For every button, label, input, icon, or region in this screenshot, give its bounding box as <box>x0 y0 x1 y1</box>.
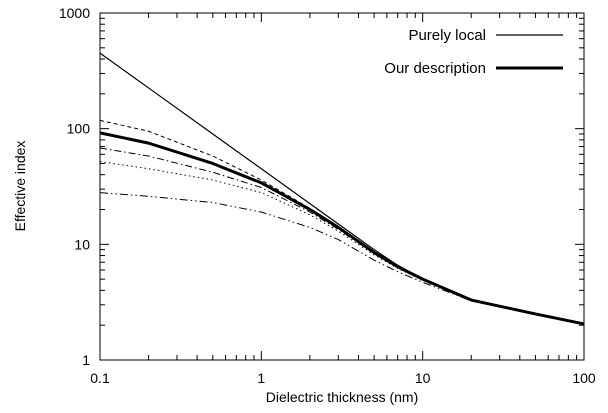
y-tick-label: 1000 <box>59 5 90 21</box>
y-axis-label: Effective index <box>12 141 28 232</box>
legend: Purely local Our description <box>384 27 563 77</box>
y-tick-label: 1 <box>82 352 90 368</box>
series-line-dashed <box>99 119 585 325</box>
axis-ticks <box>99 13 584 361</box>
series-line-dash-dot-dot <box>99 192 585 325</box>
legend-label-our-description: Our description <box>384 60 486 77</box>
x-tick-label: 1 <box>257 370 265 386</box>
series-line-dotted <box>99 161 585 325</box>
y-tick-label: 10 <box>74 236 90 252</box>
x-tick-label: 100 <box>572 370 596 386</box>
plot-frame <box>99 12 585 361</box>
legend-label-purely-local: Purely local <box>408 27 486 44</box>
series-line-purely-local <box>99 52 585 325</box>
series-layer <box>99 52 585 326</box>
x-tick-label: 0.1 <box>90 370 110 386</box>
x-tick-label: 10 <box>415 370 431 386</box>
y-tick-label: 100 <box>67 121 91 137</box>
series-line-dash-dot <box>99 147 585 325</box>
x-axis-label: Dielectric thickness (nm) <box>266 389 418 405</box>
